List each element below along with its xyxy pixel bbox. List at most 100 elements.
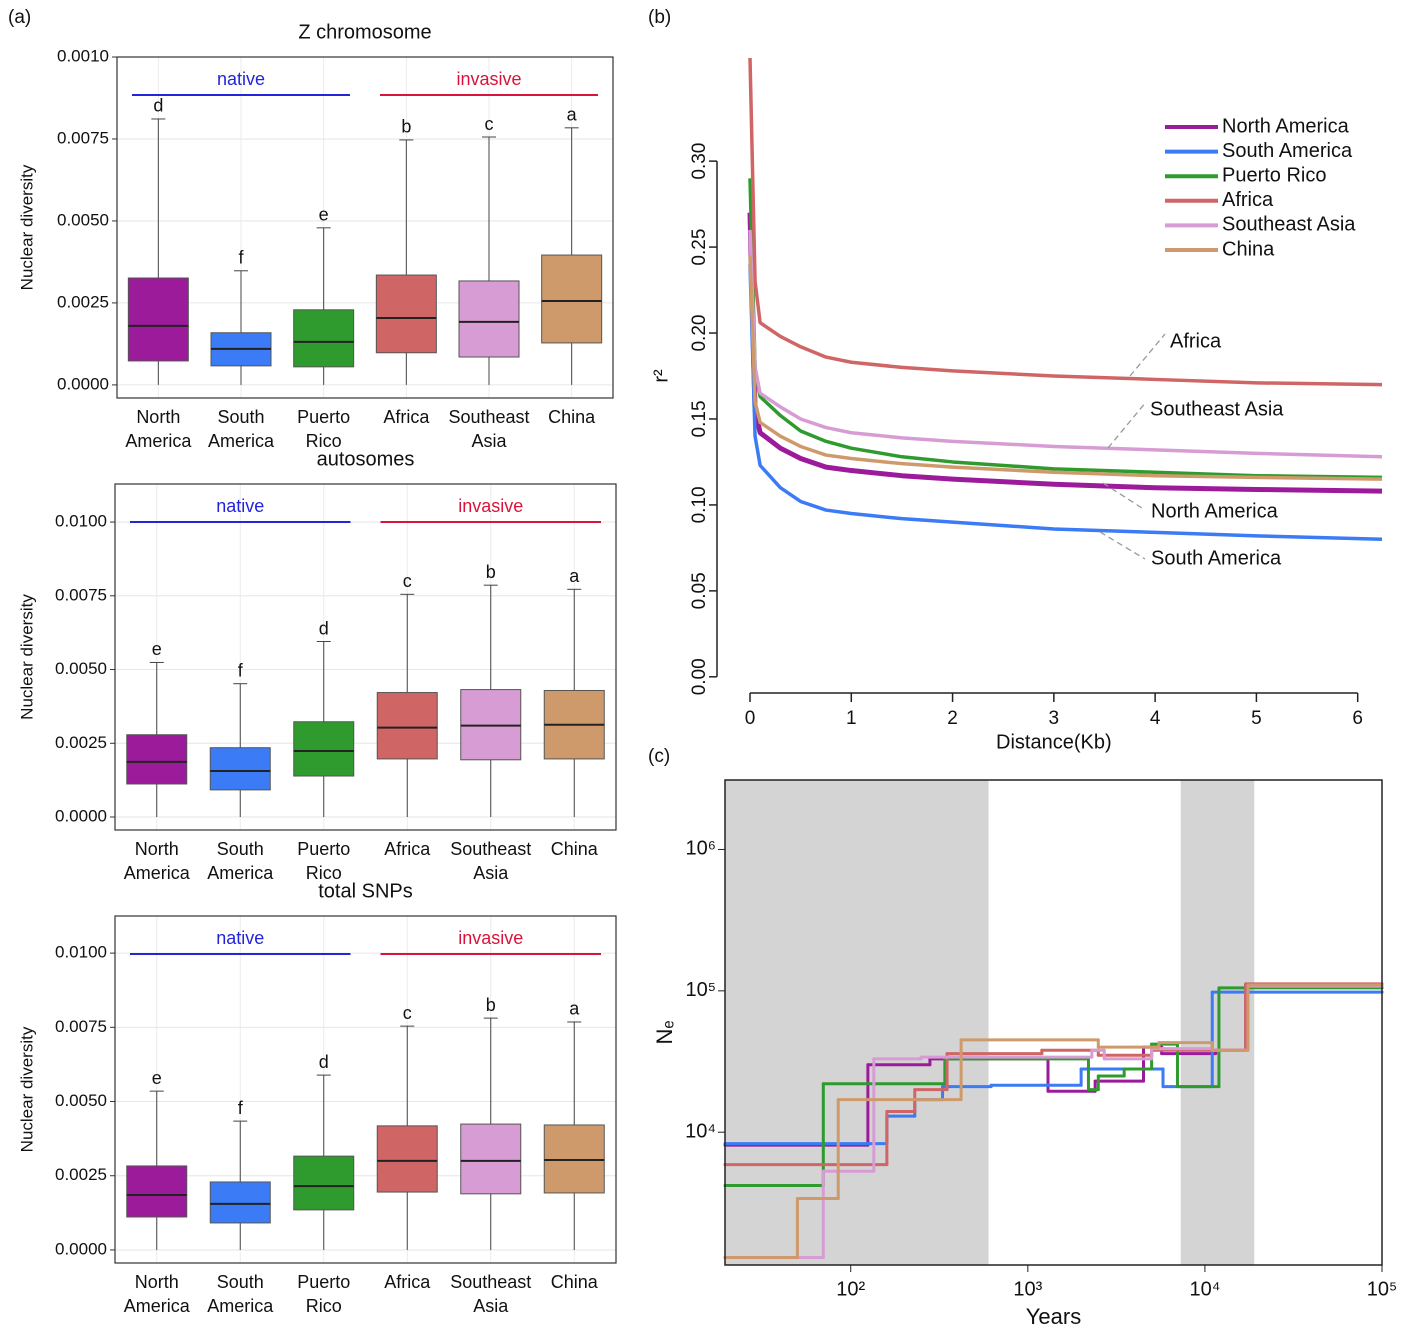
x-tick-label: 10² xyxy=(836,1278,865,1300)
y-axis-label: Nuclear diversity xyxy=(17,1026,36,1152)
line-series xyxy=(748,264,1383,542)
significance-letter: e xyxy=(319,205,329,225)
y-tick-label: 0.10 xyxy=(689,486,710,523)
x-tick-label: South America xyxy=(207,839,274,883)
x-tick-label: Puerto Rico xyxy=(297,407,351,451)
y-tick-label: 10⁶ xyxy=(686,838,716,860)
y-tick-label: 0.0100 xyxy=(55,512,107,531)
significance-letter: b xyxy=(486,562,496,582)
x-tick-label: North America xyxy=(125,407,192,451)
group-label: native xyxy=(216,496,264,516)
group-label: invasive xyxy=(458,496,523,516)
plot-border xyxy=(114,915,617,1264)
x-tick-label: 4 xyxy=(1150,708,1161,729)
x-tick-label: Puerto Rico xyxy=(297,1272,351,1316)
y-tick-label: 0.00 xyxy=(689,658,710,695)
box xyxy=(376,692,438,760)
x-tick-label: 3 xyxy=(1049,708,1060,729)
annotation: Africa xyxy=(1170,330,1222,352)
x-tick-label: China xyxy=(548,407,596,427)
x-tick-label: Africa xyxy=(384,1272,431,1292)
y-tick-label: 0.0000 xyxy=(55,1239,107,1258)
significance-letter: c xyxy=(403,571,412,591)
shaded-region xyxy=(725,780,989,1265)
box xyxy=(209,747,271,791)
y-tick-label: 10⁴ xyxy=(685,1120,716,1142)
panel-label: (a) xyxy=(8,7,31,28)
significance-letter: e xyxy=(152,1068,162,1088)
group-label: native xyxy=(217,69,265,89)
box xyxy=(458,280,520,358)
box xyxy=(126,1165,188,1218)
plot-frame xyxy=(117,57,613,398)
y-axis-label: Nuclear diversity xyxy=(17,594,36,720)
x-tick-label: Puerto Rico xyxy=(297,839,351,883)
x-tick-label: China xyxy=(550,839,598,859)
x-tick-label: Africa xyxy=(384,839,431,859)
significance-letter: b xyxy=(486,995,496,1015)
significance-letter: a xyxy=(569,999,580,1019)
x-tick-label: China xyxy=(550,1272,598,1292)
x-tick-label: 0 xyxy=(745,708,756,729)
group-label: native xyxy=(216,928,264,948)
x-tick-label: 10⁴ xyxy=(1189,1278,1220,1300)
box xyxy=(126,734,188,785)
line-series xyxy=(748,178,1383,480)
legend-label: Puerto Rico xyxy=(1222,164,1327,186)
x-tick-label: South America xyxy=(207,407,274,451)
plot-frame xyxy=(115,916,616,1263)
y-axis-label: r² xyxy=(650,369,672,383)
plot-border xyxy=(724,779,1383,1266)
significance-letter: f xyxy=(238,1098,244,1118)
y-tick-label: 0.20 xyxy=(689,315,710,352)
x-tick-label: North America xyxy=(123,839,190,883)
box xyxy=(460,1123,522,1195)
y-tick-label: 0.0025 xyxy=(57,292,109,311)
y-tick-label: 10⁵ xyxy=(685,979,716,1001)
y-tick-label: 0.0075 xyxy=(55,585,107,604)
x-tick-label: South America xyxy=(207,1272,274,1316)
y-tick-label: 0.15 xyxy=(689,400,710,437)
significance-letter: a xyxy=(569,566,580,586)
line-series xyxy=(748,255,1383,481)
x-tick-label: 6 xyxy=(1352,708,1363,729)
box xyxy=(541,254,603,344)
x-tick-label: Southeast Asia xyxy=(450,1272,532,1316)
box xyxy=(375,274,437,354)
legend-label: China xyxy=(1222,238,1275,260)
y-tick-label: 0.0025 xyxy=(55,1165,107,1184)
box xyxy=(127,277,189,362)
line-series xyxy=(748,229,1383,459)
plot-border xyxy=(116,56,614,399)
annotation: Southeast Asia xyxy=(1150,398,1284,420)
y-tick-label: 0.0000 xyxy=(55,807,107,826)
significance-letter: c xyxy=(403,1003,412,1023)
legend-label: South America xyxy=(1222,140,1353,162)
x-tick-label: 1 xyxy=(846,708,857,729)
x-tick-label: North America xyxy=(123,1272,190,1316)
significance-letter: d xyxy=(319,1052,329,1072)
significance-letter: f xyxy=(238,248,244,268)
y-tick-label: 0.0075 xyxy=(57,128,109,147)
significance-letter: c xyxy=(485,114,494,134)
annotation: North America xyxy=(1151,500,1279,522)
x-tick-label: Southeast Asia xyxy=(448,407,530,451)
annotation: South America xyxy=(1151,547,1282,569)
y-axis-label: Nuclear diversity xyxy=(17,164,36,290)
significance-letter: b xyxy=(401,117,411,137)
y-tick-label: 0.0050 xyxy=(55,1091,107,1110)
box xyxy=(293,1155,355,1211)
panel-label: (b) xyxy=(648,7,671,28)
significance-letter: d xyxy=(153,96,163,116)
box xyxy=(543,1124,605,1194)
x-tick-label: 5 xyxy=(1251,708,1262,729)
y-tick-label: 0.05 xyxy=(689,572,710,609)
annotation-leader xyxy=(1099,531,1146,560)
group-label: invasive xyxy=(458,928,523,948)
annotation-leader xyxy=(1102,482,1146,511)
significance-letter: f xyxy=(238,660,244,680)
y-tick-label: 0.0050 xyxy=(57,210,109,229)
legend-label: Southeast Asia xyxy=(1222,214,1356,236)
